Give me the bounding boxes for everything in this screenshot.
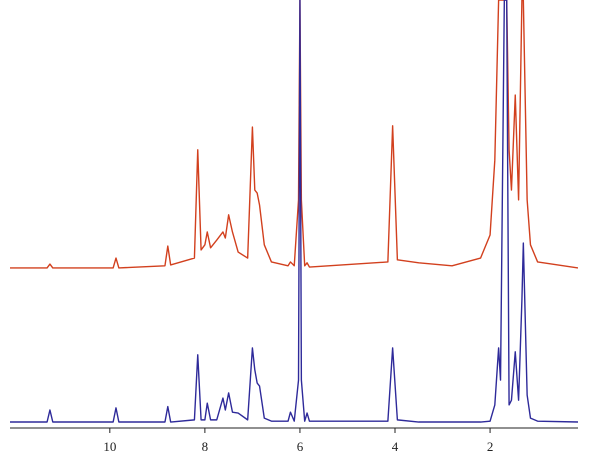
- x-tick-label: 2: [487, 439, 494, 454]
- traces: [10, 0, 578, 423]
- x-tick-label: 8: [202, 439, 209, 454]
- x-tick-label: 6: [297, 439, 304, 454]
- spectrum-line: [10, 0, 578, 269]
- spectrum-line: [10, 0, 578, 423]
- x-tick-label: 10: [103, 439, 116, 454]
- x-tick-label: 4: [392, 439, 399, 454]
